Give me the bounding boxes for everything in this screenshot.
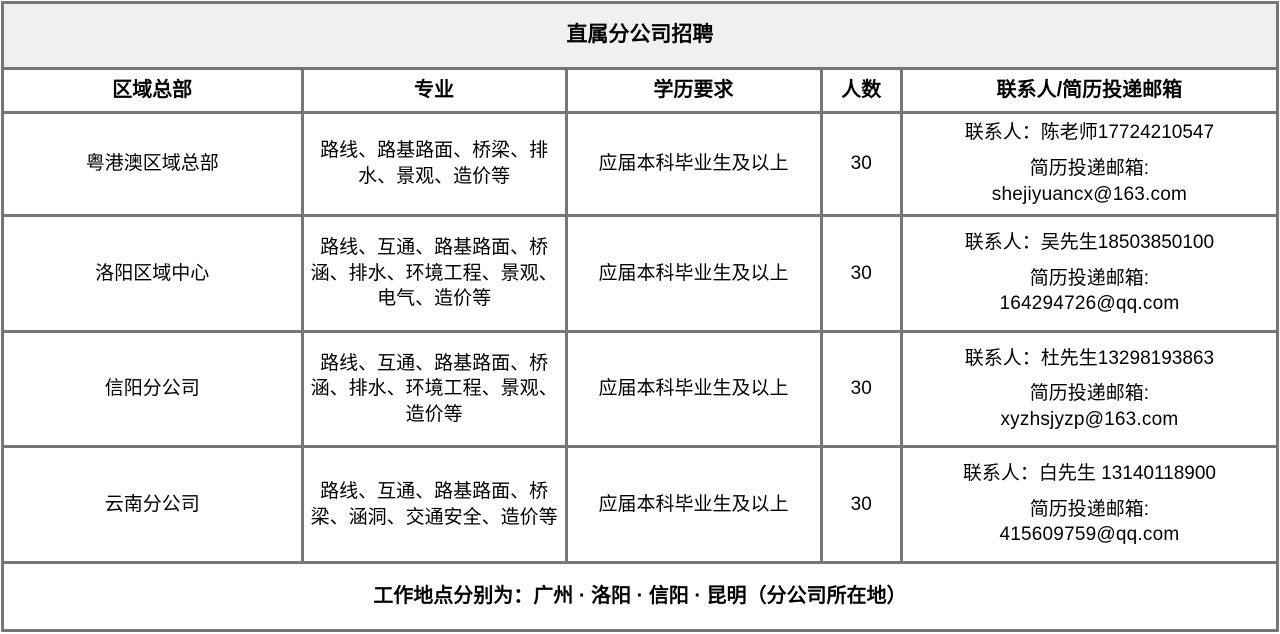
- column-header-region: 区域总部: [1, 66, 304, 114]
- email-label: 简历投递邮箱:: [1029, 383, 1150, 405]
- majors-cell: 路线、互通、路基路面、桥涵、排水、环境工程、景观、造价等: [300, 329, 568, 449]
- table-title-row: 直属分公司招聘: [1, 1, 1279, 70]
- headcount-cell: 30: [819, 110, 903, 218]
- education-cell: 应届本科毕业生及以上: [564, 214, 823, 333]
- region-cell: 洛阳区域中心: [1, 214, 304, 333]
- table-row: 信阳分公司 路线、互通、路基路面、桥涵、排水、环境工程、景观、造价等 应届本科毕…: [1, 329, 1280, 449]
- column-header-majors: 专业: [300, 66, 568, 114]
- contact-person: 联系人：白先生 13140118900: [962, 463, 1216, 485]
- region-cell: 云南分公司: [1, 445, 304, 564]
- email-address: 164294726@qq.com: [999, 293, 1180, 315]
- table-title: 直属分公司招聘: [1, 1, 1279, 70]
- majors-cell: 路线、互通、路基路面、桥涵、排水、环境工程、景观、电气、造价等: [300, 214, 568, 333]
- table-row: 粤港澳区域总部 路线、路基路面、桥梁、排水、景观、造价等 应届本科毕业生及以上 …: [1, 110, 1280, 218]
- contact-cell: 联系人：白先生 13140118900 简历投递邮箱: 415609759@qq…: [899, 445, 1280, 564]
- table-row: 云南分公司 路线、互通、路基路面、桥梁、涵洞、交通安全、造价等 应届本科毕业生及…: [1, 445, 1280, 564]
- email-address: shejiyuancx@163.com: [991, 183, 1188, 205]
- education-cell: 应届本科毕业生及以上: [564, 329, 823, 449]
- email-address: 415609759@qq.com: [999, 524, 1180, 546]
- contact-person: 联系人：吴先生18503850100: [964, 231, 1215, 253]
- majors-cell: 路线、互通、路基路面、桥梁、涵洞、交通安全、造价等: [300, 445, 568, 564]
- table-row: 洛阳区域中心 路线、互通、路基路面、桥涵、排水、环境工程、景观、电气、造价等 应…: [1, 214, 1280, 333]
- majors-cell: 路线、路基路面、桥梁、排水、景观、造价等: [300, 110, 568, 218]
- column-header-headcount: 人数: [819, 66, 903, 114]
- contact-cell: 联系人：吴先生18503850100 简历投递邮箱: 164294726@qq.…: [899, 214, 1280, 333]
- email-label: 简历投递邮箱:: [1029, 157, 1150, 179]
- contact-person: 联系人：陈老师17724210547: [964, 122, 1215, 144]
- education-cell: 应届本科毕业生及以上: [564, 445, 823, 564]
- table-header-row: 区域总部 专业 学历要求 人数 联系人/简历投递邮箱: [1, 66, 1280, 114]
- work-location-note: 工作地点分别为：广州 · 洛阳 · 信阳 · 昆明（分公司所在地）: [1, 561, 1279, 632]
- region-cell: 信阳分公司: [1, 329, 304, 449]
- email-label: 简历投递邮箱:: [1029, 267, 1150, 289]
- table-footer-row: 工作地点分别为：广州 · 洛阳 · 信阳 · 昆明（分公司所在地）: [1, 561, 1279, 632]
- contact-person: 联系人：杜先生13298193863: [964, 347, 1215, 369]
- headcount-cell: 30: [819, 329, 903, 449]
- column-header-contact: 联系人/简历投递邮箱: [899, 66, 1280, 114]
- contact-cell: 联系人：杜先生13298193863 简历投递邮箱: xyzhsjyzp@163…: [899, 329, 1280, 449]
- email-label: 简历投递邮箱:: [1029, 498, 1150, 520]
- email-address: xyzhsjyzp@163.com: [1000, 408, 1179, 430]
- column-header-education: 学历要求: [564, 66, 823, 114]
- headcount-cell: 30: [819, 445, 903, 564]
- contact-cell: 联系人：陈老师17724210547 简历投递邮箱: shejiyuancx@1…: [899, 110, 1280, 218]
- education-cell: 应届本科毕业生及以上: [564, 110, 823, 218]
- region-cell: 粤港澳区域总部: [1, 110, 304, 218]
- headcount-cell: 30: [819, 214, 903, 333]
